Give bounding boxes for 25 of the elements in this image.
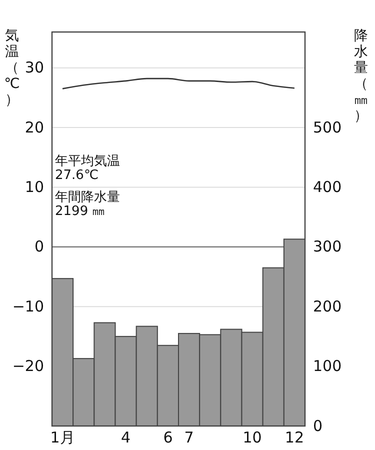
y2-tick-label: 200 <box>313 297 342 316</box>
x-tick-label: 4 <box>121 428 131 447</box>
annotation: 2199 ㎜ <box>55 204 106 219</box>
line-series <box>62 78 296 90</box>
x-tick-label: 12 <box>284 428 304 447</box>
y2-axis-title: 降水量（㎜） <box>354 28 368 124</box>
y-tick-label: −10 <box>12 297 44 316</box>
y-tick-label: −20 <box>12 357 44 376</box>
y-tick-label: 0 <box>34 238 44 256</box>
y-axis-title: 気温（℃） <box>4 28 20 108</box>
annotation: 27.6℃ <box>55 168 99 183</box>
x-tick-label: 6 <box>163 428 173 447</box>
y2-tick-label: 400 <box>313 178 342 196</box>
x-tick-label: 7 <box>184 428 194 447</box>
y2-tick-label: 300 <box>313 238 342 256</box>
y-tick-label: 10 <box>24 178 44 196</box>
annotation: 年間降水量 <box>55 190 120 205</box>
y2-tick-label: 500 <box>313 118 342 136</box>
x-tick-label: 1月 <box>50 428 75 447</box>
y-tick-label: 30 <box>24 58 44 77</box>
y2-tick-label: 100 <box>313 357 342 376</box>
x-tick-label: 10 <box>242 428 262 447</box>
y2-tick-label: 0 <box>313 416 323 435</box>
annotation: 年平均気温 <box>55 154 120 169</box>
y-tick-label: 20 <box>24 118 44 136</box>
